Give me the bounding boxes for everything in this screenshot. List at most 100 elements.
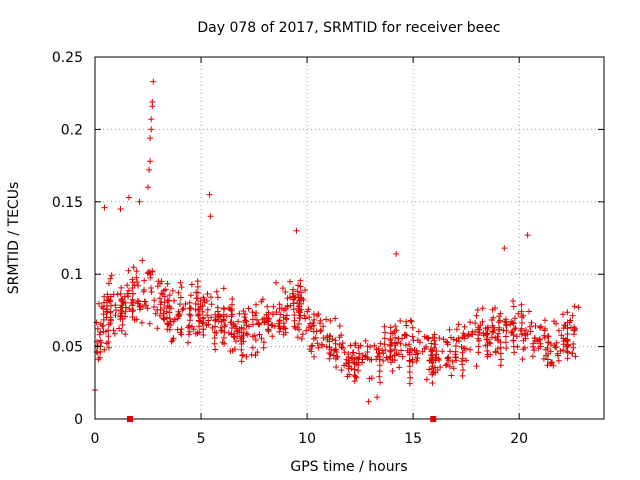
data-point bbox=[392, 334, 399, 341]
data-point bbox=[406, 357, 413, 364]
data-point bbox=[297, 309, 303, 316]
data-point bbox=[228, 330, 235, 337]
data-point bbox=[345, 365, 352, 372]
data-point bbox=[280, 325, 287, 332]
data-point bbox=[270, 311, 276, 318]
data-point bbox=[165, 297, 172, 304]
data-point bbox=[437, 364, 444, 371]
data-point bbox=[569, 312, 576, 319]
data-point bbox=[423, 376, 430, 383]
data-point bbox=[291, 294, 298, 301]
data-point bbox=[312, 334, 319, 341]
data-point bbox=[276, 323, 283, 329]
data-point bbox=[482, 325, 489, 332]
data-point bbox=[259, 296, 266, 303]
data-point bbox=[387, 353, 394, 360]
data-point bbox=[291, 317, 298, 324]
data-point bbox=[164, 280, 171, 287]
data-point bbox=[146, 269, 153, 276]
data-point bbox=[245, 305, 252, 312]
data-point bbox=[117, 206, 124, 212]
data-point bbox=[380, 357, 387, 364]
data-point bbox=[296, 303, 303, 310]
data-point bbox=[564, 325, 571, 332]
data-point bbox=[571, 303, 578, 310]
data-point bbox=[177, 301, 183, 308]
y-tick-label: 0.25 bbox=[52, 50, 83, 66]
data-point bbox=[346, 371, 353, 378]
data-point bbox=[144, 305, 151, 312]
data-point bbox=[113, 307, 120, 314]
data-point bbox=[220, 334, 227, 341]
data-point bbox=[261, 319, 268, 326]
data-point bbox=[513, 333, 520, 340]
data-point bbox=[351, 366, 358, 373]
data-point bbox=[461, 332, 468, 339]
data-point bbox=[118, 310, 125, 317]
data-point bbox=[306, 346, 313, 353]
data-point bbox=[364, 349, 371, 355]
data-point bbox=[273, 309, 280, 316]
data-point bbox=[194, 289, 201, 296]
data-point bbox=[497, 339, 504, 346]
data-point bbox=[165, 321, 172, 328]
data-point bbox=[531, 347, 538, 354]
data-point bbox=[194, 278, 201, 285]
data-point bbox=[129, 285, 136, 291]
data-point bbox=[211, 335, 218, 341]
data-point bbox=[314, 340, 321, 347]
data-point bbox=[503, 345, 510, 352]
data-point bbox=[307, 320, 313, 327]
data-point bbox=[391, 352, 398, 358]
x-tick-label: 10 bbox=[298, 431, 316, 447]
data-point bbox=[537, 340, 544, 347]
data-point bbox=[146, 166, 153, 173]
data-point bbox=[330, 352, 337, 359]
data-point bbox=[207, 213, 214, 220]
data-point bbox=[524, 232, 531, 239]
data-point bbox=[292, 325, 299, 331]
data-point bbox=[303, 327, 310, 334]
data-point bbox=[406, 351, 413, 358]
data-point bbox=[161, 299, 168, 306]
data-point bbox=[528, 319, 535, 326]
data-point bbox=[388, 347, 395, 354]
data-point bbox=[518, 314, 525, 321]
data-point bbox=[185, 339, 191, 346]
data-point bbox=[145, 184, 151, 191]
data-point bbox=[488, 334, 495, 341]
data-point bbox=[139, 257, 146, 264]
data-point bbox=[175, 289, 182, 296]
data-point bbox=[527, 328, 534, 335]
data-point bbox=[555, 327, 562, 334]
data-point bbox=[407, 317, 414, 324]
data-point bbox=[200, 294, 207, 301]
data-point bbox=[96, 300, 102, 307]
data-point bbox=[161, 305, 167, 311]
data-point bbox=[318, 327, 325, 334]
data-point bbox=[103, 297, 110, 304]
data-point bbox=[119, 321, 126, 328]
data-point bbox=[497, 344, 504, 351]
data-point bbox=[179, 306, 186, 313]
data-point bbox=[492, 348, 499, 355]
data-point bbox=[445, 354, 452, 361]
data-point bbox=[406, 363, 413, 370]
data-point bbox=[426, 366, 433, 373]
data-point bbox=[463, 357, 470, 364]
data-point bbox=[428, 352, 434, 359]
data-points bbox=[92, 78, 582, 405]
data-point bbox=[502, 321, 509, 328]
data-point bbox=[105, 344, 112, 351]
x-axis-label: GPS time / hours bbox=[290, 459, 407, 475]
data-point bbox=[408, 318, 415, 325]
data-point bbox=[296, 326, 303, 333]
data-point bbox=[518, 331, 525, 338]
data-point bbox=[336, 334, 343, 341]
data-point bbox=[531, 335, 538, 342]
data-point bbox=[249, 344, 256, 351]
data-point bbox=[136, 198, 143, 205]
data-point bbox=[227, 306, 234, 313]
data-point bbox=[157, 301, 164, 308]
data-point bbox=[545, 350, 551, 357]
